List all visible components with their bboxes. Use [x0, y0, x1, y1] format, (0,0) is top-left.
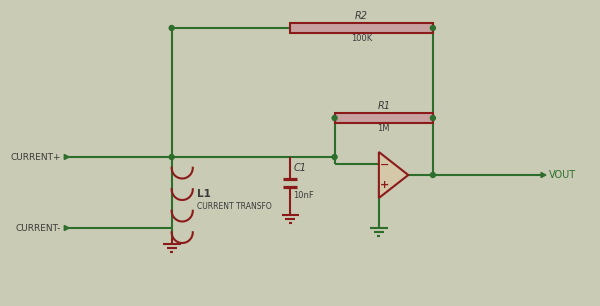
Circle shape: [430, 25, 436, 31]
Text: −: −: [380, 160, 389, 170]
Text: CURRENT-: CURRENT-: [16, 223, 61, 233]
Text: C1: C1: [293, 163, 307, 173]
Bar: [290, 23, 433, 33]
Circle shape: [169, 155, 174, 159]
Circle shape: [430, 173, 436, 177]
Text: VOUT: VOUT: [549, 170, 576, 180]
Circle shape: [332, 155, 337, 159]
Polygon shape: [379, 152, 408, 198]
Text: R2: R2: [355, 11, 368, 21]
Text: 1M: 1M: [377, 124, 390, 133]
Text: CURRENT TRANSFO: CURRENT TRANSFO: [197, 201, 271, 211]
Polygon shape: [541, 173, 546, 177]
Circle shape: [332, 115, 337, 121]
Text: CURRENT+: CURRENT+: [11, 152, 61, 162]
Circle shape: [169, 25, 174, 31]
Text: +: +: [380, 180, 389, 190]
Bar: [335, 113, 433, 123]
Polygon shape: [64, 155, 69, 159]
Circle shape: [430, 115, 436, 121]
Polygon shape: [64, 226, 69, 230]
Text: R1: R1: [377, 101, 390, 111]
Text: 100K: 100K: [351, 34, 372, 43]
Text: 10nF: 10nF: [293, 191, 314, 200]
Text: L1: L1: [197, 189, 211, 199]
